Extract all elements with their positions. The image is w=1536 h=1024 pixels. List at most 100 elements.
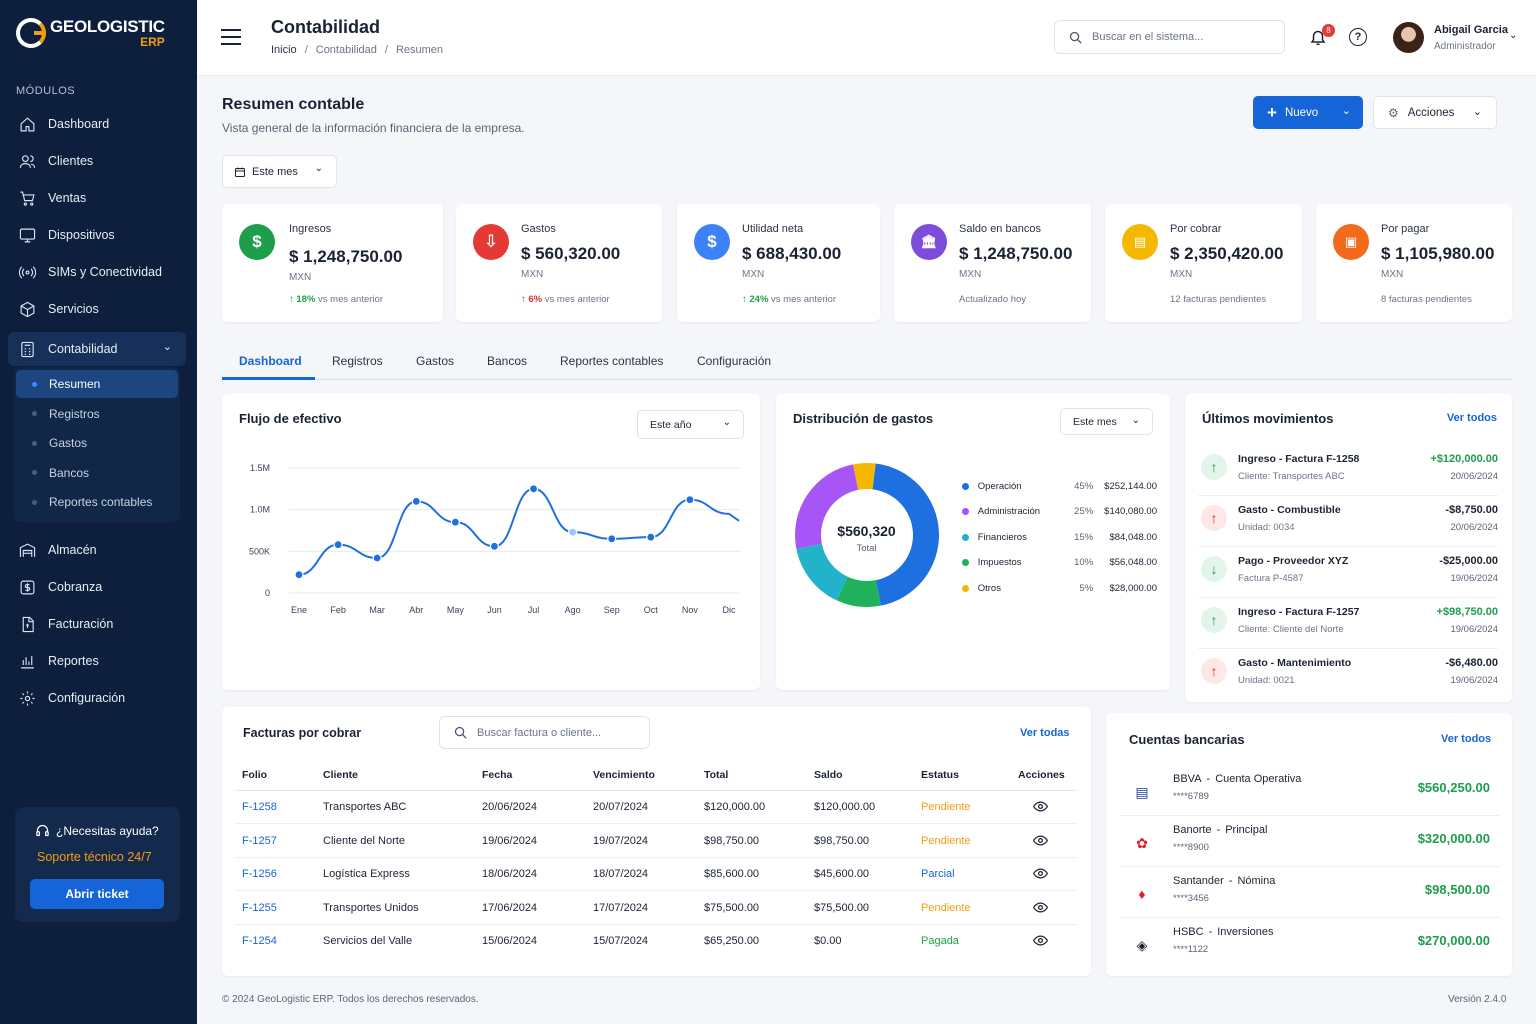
bank-account-row[interactable]: ♦ Santander - Nómina ****3456 $98,500.00 [1120, 868, 1500, 918]
movement-row[interactable]: ↑ Ingreso - Factura F-1258 Cliente: Transp… [1198, 445, 1498, 496]
kpi-card-por-pagar[interactable]: ▣ Por pagar $ 1,105,980.00 MXN 8 facturas pe… [1316, 204, 1512, 322]
cashflow-point-feb[interactable] [333, 540, 343, 550]
eye-icon[interactable] [1032, 934, 1049, 950]
donut-slice-financieros[interactable] [796, 543, 848, 601]
donut-slice-otros[interactable] [853, 463, 876, 490]
expenses-period-select[interactable]: Este mes ⌄ [1060, 408, 1153, 435]
sidebar-item-ventas[interactable]: Ventas [8, 181, 186, 215]
cashflow-point-ene[interactable] [294, 570, 304, 580]
bank-balance: $320,000.00 [1417, 831, 1490, 846]
sidebar-item-contabilidad[interactable]: Contabilidad ⌄ [8, 332, 186, 366]
cell-folio[interactable]: F-1257 [242, 834, 277, 847]
cashflow-point-jun[interactable] [489, 541, 500, 551]
eye-icon[interactable] [1032, 834, 1049, 850]
cell-folio[interactable]: F-1255 [242, 901, 277, 914]
bank-account-row[interactable]: ✿ Banorte - Principal ****8900 $320,000.00 [1120, 817, 1500, 867]
movement-row[interactable]: ↓ Pago - Proveedor XYZ Factura P-4587 -$25,… [1198, 547, 1498, 598]
submenu-item-reportes-contables[interactable]: Reportes contables [16, 488, 178, 516]
kpi-card-ingresos[interactable]: $ Ingresos $ 1,248,750.00 MXN ↑ 18% vs mes a… [222, 204, 443, 322]
tab-gastos[interactable]: Gastos [416, 354, 455, 368]
column-header-vencimiento[interactable]: Vencimiento [593, 769, 655, 781]
invoices-view-all-link[interactable]: Ver todas [1020, 727, 1070, 739]
breadcrumb-inicio[interactable]: Inicio [271, 44, 297, 56]
movement-row[interactable]: ↑ Gasto - Combustible Unidad: 0034 -$8,750.… [1198, 496, 1498, 547]
cell-folio[interactable]: F-1254 [242, 935, 277, 947]
actions-button[interactable]: ⚙ Acciones ⌄ [1373, 96, 1497, 129]
tab-bancos[interactable]: Bancos [487, 354, 528, 368]
kpi-card-utilidad-neta[interactable]: $ Utilidad neta $ 688,430.00 MXN ↑ 24% vs me… [677, 204, 880, 322]
global-search-input[interactable]: Buscar en el sistema... [1054, 20, 1285, 54]
cashflow-point-sep[interactable] [607, 534, 617, 544]
bell-icon[interactable] [1309, 28, 1327, 47]
sidebar-item-facturaci-n[interactable]: Facturación [8, 607, 186, 641]
submenu-item-resumen[interactable]: Resumen [16, 370, 178, 398]
tab-reportes-contables[interactable]: Reportes contables [560, 354, 664, 368]
cashflow-point-ago[interactable] [568, 527, 578, 537]
donut-slice-impuestos[interactable] [836, 576, 881, 607]
open-ticket-button[interactable]: Abrir ticket [30, 879, 164, 909]
kpi-card-por-cobrar[interactable]: ▤ Por cobrar $ 2,350,420.00 MXN 12 facturas … [1105, 204, 1302, 322]
cashflow-point-oct[interactable] [646, 532, 656, 542]
sidebar-item-servicios[interactable]: Servicios [8, 292, 186, 326]
movements-view-all-link[interactable]: Ver todos [1446, 412, 1497, 424]
submenu-item-gastos[interactable]: Gastos [16, 429, 178, 457]
period-select[interactable]: Este mes ⌄ [222, 155, 337, 188]
sidebar-item-configuraci-n[interactable]: Configuración [8, 681, 186, 715]
cell-folio[interactable]: F-1256 [242, 868, 277, 880]
column-header-cliente[interactable]: Cliente [323, 769, 359, 781]
invoice-search-input[interactable]: Buscar factura o cliente... [439, 716, 650, 749]
chevron-down-icon[interactable]: ⌄ [162, 341, 172, 353]
kpi-change-text: vs mes anterior [318, 294, 383, 305]
cashflow-point-may[interactable] [450, 517, 460, 527]
cashflow-point-nov[interactable] [685, 495, 695, 505]
submenu-item-registros[interactable]: Registros [16, 400, 178, 428]
movement-row[interactable]: ↑ Gasto - Mantenimiento Unidad: 0021 -$6,48… [1198, 649, 1498, 700]
tab-registros[interactable]: Registros [332, 354, 383, 368]
eye-icon[interactable] [1032, 800, 1049, 816]
cashflow-point-abr[interactable] [411, 496, 421, 506]
cashflow-point-jul[interactable] [528, 484, 539, 494]
bank-logo-icon: ▤ [1135, 783, 1149, 800]
sidebar-item-cobranza[interactable]: Cobranza [8, 570, 186, 604]
sidebar-item-dashboard[interactable]: Dashboard [8, 107, 186, 141]
sidebar-item-clientes[interactable]: Clientes [8, 144, 186, 178]
banks-view-all-link[interactable]: Ver todos [1441, 733, 1492, 745]
movement-row[interactable]: ↑ Ingreso - Factura F-1257 Cliente: Client… [1198, 598, 1498, 649]
sidebar-item-sims-y-conectividad[interactable]: SIMs y Conectividad [8, 255, 186, 289]
tab-dashboard[interactable]: Dashboard [239, 354, 302, 368]
bank-account-row[interactable]: ◈ HSBC - Inversiones ****1122 $270,000.00 [1120, 919, 1500, 969]
submenu-item-bancos[interactable]: Bancos [16, 459, 178, 487]
kpi-card-gastos[interactable]: ⇩ Gastos $ 560,320.00 MXN ↑ 6% vs mes anteri… [456, 204, 662, 322]
column-header-folio[interactable]: Folio [242, 769, 268, 781]
breadcrumb-contabilidad[interactable]: Contabilidad [315, 44, 377, 56]
chevron-down-icon[interactable]: ⌄ [1509, 30, 1518, 41]
column-header-saldo[interactable]: Saldo [814, 769, 843, 781]
donut-slice-operaci-n[interactable] [872, 463, 939, 606]
eye-icon[interactable] [1032, 867, 1049, 883]
bank-name-text: BBVA [1173, 773, 1202, 785]
tab-configuraci-n[interactable]: Configuración [697, 354, 772, 368]
column-header-acciones[interactable]: Acciones [1018, 769, 1065, 781]
column-header-total[interactable]: Total [704, 769, 729, 781]
menu-toggle-icon[interactable] [221, 29, 241, 50]
cell-total: $98,750.00 [704, 834, 760, 847]
user-name[interactable]: Abigail Garcia [1434, 24, 1508, 36]
search-icon [1069, 31, 1082, 44]
cell-folio[interactable]: F-1258 [242, 801, 277, 813]
brand-logo[interactable]: GEOLOGISTIC ERP [16, 18, 165, 48]
help-icon[interactable]: ? [1349, 28, 1367, 46]
new-button[interactable]: + Nuevo ⌄ [1253, 96, 1363, 129]
kpi-card-saldo-en-bancos[interactable]: 🏛 Saldo en bancos $ 1,248,750.00 MXN Actuali… [894, 204, 1091, 322]
eye-icon[interactable] [1032, 901, 1049, 917]
sidebar-item-reportes[interactable]: Reportes [8, 644, 186, 678]
donut-slice-administraci-n[interactable] [795, 464, 859, 549]
column-header-estatus[interactable]: Estatus [921, 769, 959, 781]
kpi-icon: ⇩ [473, 224, 509, 260]
cashflow-period-select[interactable]: Este año ⌄ [637, 410, 744, 439]
sidebar-item-almac-n[interactable]: Almacén [8, 533, 186, 567]
bank-account-row[interactable]: ▤ BBVA - Cuenta Operativa ****6789 $560,250.0… [1120, 766, 1500, 816]
cashflow-point-mar[interactable] [372, 553, 382, 563]
avatar[interactable] [1393, 22, 1424, 53]
sidebar-item-dispositivos[interactable]: Dispositivos [8, 218, 186, 252]
column-header-fecha[interactable]: Fecha [482, 769, 513, 781]
